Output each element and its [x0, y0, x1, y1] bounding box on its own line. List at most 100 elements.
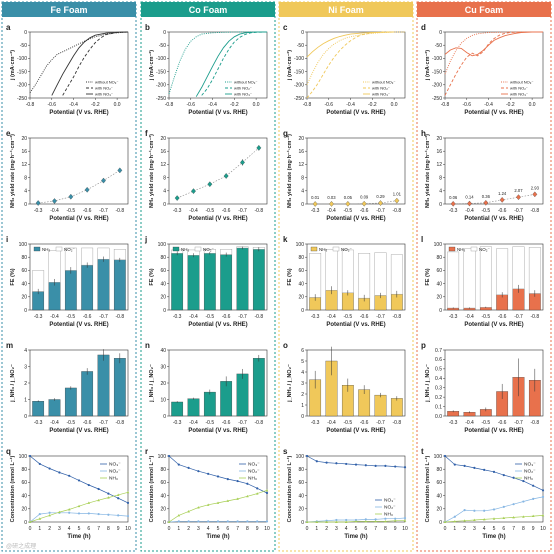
- fe-nh3-bar: [113, 259, 126, 311]
- conc-point: [502, 474, 505, 477]
- conc-point: [48, 514, 51, 517]
- conc-point: [453, 463, 456, 466]
- conc-point: [522, 515, 525, 518]
- lsv-series-line: [306, 31, 395, 58]
- x-tick-label: -0.7: [376, 314, 385, 320]
- lsv-series-line: [195, 31, 267, 97]
- x-tick-label: -0.4: [465, 208, 474, 214]
- x-tick-label: -0.8: [255, 420, 264, 426]
- conc-point: [87, 512, 90, 515]
- fe-no2-bar: [528, 247, 541, 294]
- x-tick-label: -0.6: [83, 314, 92, 320]
- y-tick-label: 16: [21, 149, 27, 155]
- x-tick-label: 2: [463, 526, 466, 532]
- plot-frame: [444, 137, 544, 205]
- panel-letter: c: [283, 23, 288, 32]
- x-tick-label: -0.8: [393, 314, 402, 320]
- legend-label: NO₃⁻: [524, 462, 536, 468]
- x-tick-label: -0.5: [344, 420, 353, 426]
- conc-point: [197, 506, 200, 509]
- legend-swatch: [310, 246, 318, 252]
- x-tick-label: -0.4: [484, 102, 493, 108]
- y-axis-label: FE (%): [10, 268, 16, 285]
- yield-point: [117, 167, 123, 174]
- y-tick-label: 4: [24, 189, 27, 195]
- conc-point: [187, 520, 190, 523]
- conc-point: [48, 511, 51, 514]
- y-tick-label: 100: [158, 454, 167, 460]
- plot-frame: [29, 137, 129, 205]
- y-tick-label: 0.5: [435, 367, 442, 373]
- legend-swatch: [332, 246, 340, 252]
- x-axis-label: Potential (V vs. RHE): [49, 110, 108, 116]
- x-tick-label: -0.2: [230, 102, 239, 108]
- conc-point: [97, 512, 100, 516]
- yield-point: [467, 200, 472, 207]
- y-tick-label: 0: [24, 308, 27, 314]
- yield-data-label: 0.09: [360, 195, 369, 200]
- x-tick-label: 8: [384, 526, 387, 532]
- legend-label: with NO₃⁻: [95, 92, 113, 97]
- y-tick-label: -150: [432, 69, 442, 75]
- x-tick-label: -0.7: [514, 208, 523, 214]
- panel-letter: n: [145, 341, 150, 350]
- conc-point: [216, 501, 220, 504]
- x-tick-label: 10: [264, 526, 270, 532]
- y-tick-label: 80: [21, 255, 27, 261]
- y-tick-label: 16: [436, 149, 442, 155]
- y-tick-label: 0: [163, 308, 166, 314]
- y-tick-label: 4: [301, 370, 304, 376]
- y-tick-label: -150: [156, 69, 166, 75]
- x-tick-label: 0: [29, 526, 32, 532]
- ratio-panel-4: p 0.0 0.1 0.2 0.3 0.4 0.5 0.6 0.7 j_NH₃ / j_NO₂⁻ -…: [421, 341, 544, 434]
- x-axis-label: Time (h): [482, 534, 505, 540]
- y-tick-label: 20: [436, 507, 442, 513]
- legend-swatch: [470, 246, 478, 252]
- conc-point: [364, 464, 367, 467]
- conc-point: [177, 463, 180, 466]
- x-axis-label: Potential (V vs. RHE): [188, 428, 247, 434]
- conc-point: [246, 482, 249, 485]
- yield-point: [191, 188, 196, 194]
- y-axis-label: NH₃ yield rate (mg·h⁻¹·cm⁻²): [148, 134, 155, 208]
- x-axis-label: Potential (V vs. RHE): [49, 322, 108, 328]
- y-tick-label: 0: [439, 308, 442, 314]
- y-tick-label: -250: [17, 96, 27, 102]
- conc-point: [512, 503, 515, 506]
- y-tick-label: 0: [163, 202, 166, 208]
- x-tick-label: -0.6: [324, 102, 333, 108]
- panel-letter: d: [421, 23, 426, 32]
- fe-no2-bar: [358, 253, 371, 299]
- x-tick-label: -0.5: [206, 420, 215, 426]
- y-tick-label: 3: [24, 364, 27, 370]
- conc-point: [305, 520, 309, 523]
- panel-letter: j: [144, 235, 147, 244]
- conc-point: [374, 518, 377, 521]
- conc-point: [364, 519, 368, 523]
- y-tick-label: 40: [298, 281, 304, 287]
- conc-point: [393, 519, 397, 522]
- conc-point: [473, 518, 476, 522]
- x-tick-label: -0.7: [514, 314, 523, 320]
- yield-data-label: 0.05: [344, 195, 353, 200]
- yield-point: [361, 200, 367, 207]
- y-tick-label: 30: [160, 364, 166, 370]
- x-tick-label: 5: [493, 526, 496, 532]
- x-tick-label: -0.6: [498, 420, 507, 426]
- conc-point: [502, 516, 506, 520]
- y-tick-label: 20: [21, 136, 27, 142]
- fe-nh3-bar: [171, 253, 184, 311]
- x-axis-label: Potential (V vs. RHE): [326, 428, 385, 434]
- panel-letter: r: [145, 447, 148, 456]
- x-tick-label: -0.2: [368, 102, 377, 108]
- y-tick-label: 0: [24, 202, 27, 208]
- fe-nh3-bar: [252, 249, 265, 311]
- y-tick-label: 20: [160, 136, 166, 142]
- y-tick-label: 40: [21, 281, 27, 287]
- y-tick-label: -50: [20, 43, 27, 49]
- x-tick-label: -0.6: [498, 208, 507, 214]
- x-tick-label: 6: [502, 526, 505, 532]
- x-tick-label: 9: [394, 526, 397, 532]
- conc-point: [87, 501, 91, 504]
